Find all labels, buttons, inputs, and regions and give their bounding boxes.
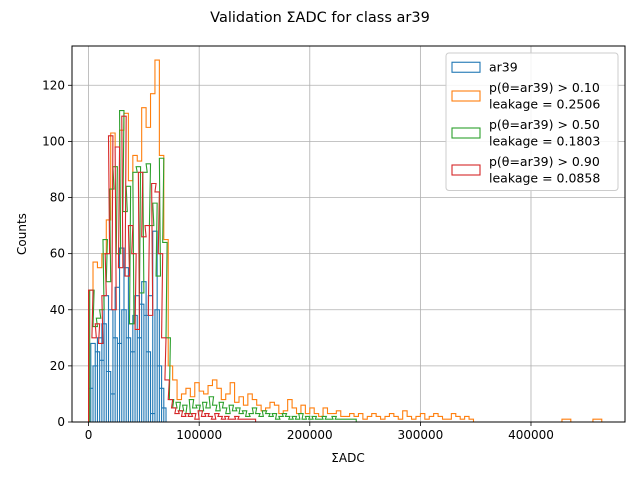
y-tick-label: 40 bbox=[50, 303, 65, 317]
legend-swatch bbox=[451, 127, 481, 139]
legend-swatch bbox=[451, 61, 481, 73]
histogram-series-1 bbox=[88, 59, 603, 422]
legend-label: p(θ=ar39) > 0.10 bbox=[489, 80, 600, 95]
axes-frame bbox=[71, 45, 626, 423]
y-tick-label: 20 bbox=[50, 359, 65, 373]
x-tick-label: 0 bbox=[85, 428, 93, 442]
plot-area bbox=[88, 59, 603, 422]
y-axis-label: Counts bbox=[15, 213, 29, 255]
x-axis-label: ΣADC bbox=[331, 451, 364, 465]
histogram-series-3 bbox=[88, 115, 257, 422]
x-tick-label: 100000 bbox=[176, 428, 222, 442]
legend-swatch bbox=[451, 164, 481, 176]
y-tick-label: 120 bbox=[42, 78, 65, 92]
legend-label: p(θ=ar39) > 0.50 bbox=[489, 117, 600, 132]
x-tick-label: 300000 bbox=[397, 428, 443, 442]
y-tick-label: 100 bbox=[42, 134, 65, 148]
histogram-series-2 bbox=[89, 109, 357, 422]
legend-box bbox=[445, 52, 619, 191]
legend-label: p(θ=ar39) > 0.90 bbox=[489, 154, 600, 169]
x-tick-label: 400000 bbox=[508, 428, 554, 442]
legend-swatch bbox=[451, 90, 481, 102]
y-tick-label: 80 bbox=[50, 191, 65, 205]
x-tick-label: 200000 bbox=[287, 428, 333, 442]
legend-label: leakage = 0.2506 bbox=[489, 97, 600, 112]
chart-title: Validation ΣADC for class ar39 bbox=[210, 10, 430, 26]
x-axis-ticks: 0 100000 200000 300000 400000 bbox=[85, 422, 554, 442]
legend-label: ar39 bbox=[489, 60, 518, 75]
y-tick-label: 0 bbox=[57, 415, 65, 429]
legend-label: leakage = 0.1803 bbox=[489, 134, 600, 149]
legend: ar39 p(θ=ar39) > 0.10 leakage = 0.2506 p(θ=… bbox=[445, 52, 619, 191]
y-tick-label: 60 bbox=[50, 247, 65, 261]
y-axis-ticks: 0 20 40 60 80 100 120 bbox=[42, 78, 72, 429]
legend-label: leakage = 0.0858 bbox=[489, 171, 600, 186]
